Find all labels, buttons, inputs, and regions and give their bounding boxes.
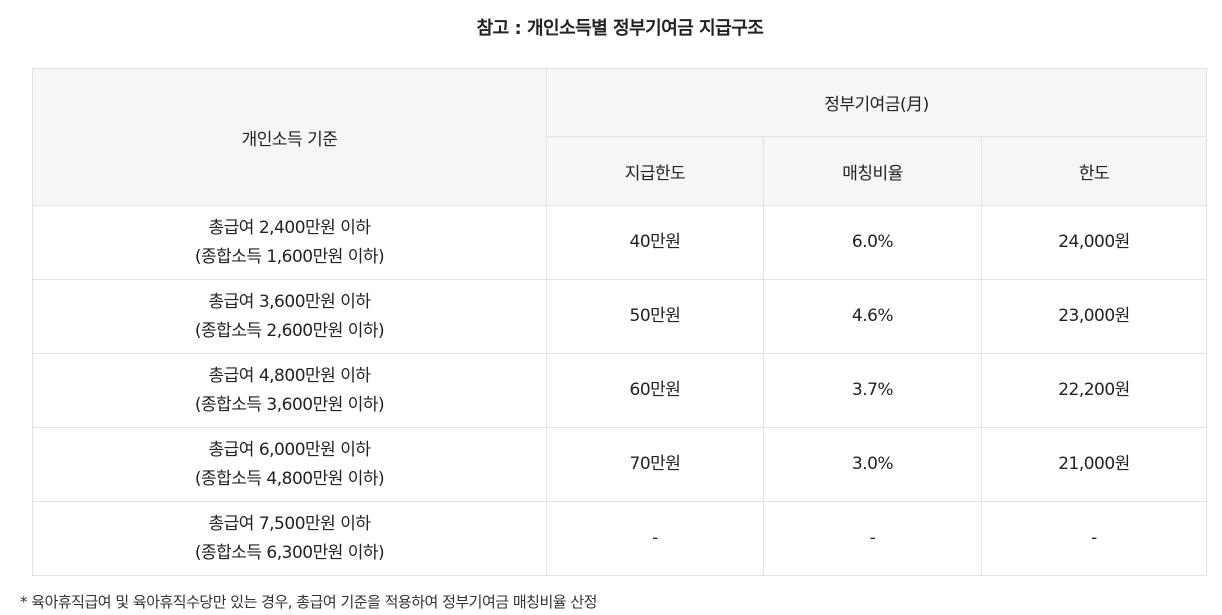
gross-salary-text: 총급여 6,000만원 이하 xyxy=(208,439,371,460)
matching-rate-cell: 4.6% xyxy=(763,279,982,354)
payment-limit-cell: - xyxy=(546,501,764,576)
cap-cell: 22,200원 xyxy=(981,353,1207,428)
table-row: 총급여 2,400만원 이하 (종합소득 1,600만원 이하) 40만원 6.… xyxy=(32,205,1207,280)
cap-cell: 23,000원 xyxy=(981,279,1207,354)
gross-salary-text: 총급여 3,600만원 이하 xyxy=(208,291,371,312)
contribution-table: 개인소득 기준 정부기여금(月) 지급한도 매칭비율 한도 총급여 2,400만… xyxy=(32,68,1207,576)
total-income-text: (종합소득 6,300만원 이하) xyxy=(194,542,385,563)
table-row: 총급여 6,000만원 이하 (종합소득 4,800만원 이하) 70만원 3.… xyxy=(32,427,1207,502)
payment-limit-cell: 50만원 xyxy=(546,279,764,354)
cap-cell: - xyxy=(981,501,1207,576)
income-criteria-header: 개인소득 기준 xyxy=(32,68,547,206)
matching-rate-cell: 3.7% xyxy=(763,353,982,428)
cap-header: 한도 xyxy=(981,136,1207,206)
table-row: 총급여 4,800만원 이하 (종합소득 3,600만원 이하) 60만원 3.… xyxy=(32,353,1207,428)
matching-rate-cell: 3.0% xyxy=(763,427,982,502)
page-title: 참고 : 개인소득별 정부기여금 지급구조 xyxy=(476,18,764,39)
matching-rate-header: 매칭비율 xyxy=(763,136,982,206)
income-cell: 총급여 4,800만원 이하 (종합소득 3,600만원 이하) xyxy=(32,353,547,428)
table-subheader-row: 지급한도 매칭비율 한도 xyxy=(33,136,1207,206)
cap-cell: 24,000원 xyxy=(981,205,1207,280)
footnote: * 육아휴직급여 및 육아휴직수당만 있는 경우, 총급여 기준을 적용하여 정… xyxy=(20,593,597,611)
cap-cell: 21,000원 xyxy=(981,427,1207,502)
total-income-text: (종합소득 3,600만원 이하) xyxy=(194,394,385,415)
matching-rate-cell: - xyxy=(763,501,982,576)
table-header-row: 개인소득 기준 정부기여금(月) xyxy=(32,68,1207,206)
gross-salary-text: 총급여 2,400만원 이하 xyxy=(208,217,371,238)
income-cell: 총급여 3,600만원 이하 (종합소득 2,600만원 이하) xyxy=(32,279,547,354)
matching-rate-cell: 6.0% xyxy=(763,205,982,280)
total-income-text: (종합소득 1,600만원 이하) xyxy=(194,246,385,267)
payment-limit-cell: 40만원 xyxy=(546,205,764,280)
payment-limit-cell: 60만원 xyxy=(546,353,764,428)
table-row: 총급여 3,600만원 이하 (종합소득 2,600만원 이하) 50만원 4.… xyxy=(32,279,1207,354)
income-cell: 총급여 7,500만원 이하 (종합소득 6,300만원 이하) xyxy=(32,501,547,576)
table-row: 총급여 7,500만원 이하 (종합소득 6,300만원 이하) - - - xyxy=(32,501,1207,576)
payment-limit-cell: 70만원 xyxy=(546,427,764,502)
total-income-text: (종합소득 4,800만원 이하) xyxy=(194,468,385,489)
government-contribution-header: 정부기여금(月) xyxy=(546,68,1207,137)
gross-salary-text: 총급여 7,500만원 이하 xyxy=(208,513,371,534)
total-income-text: (종합소득 2,600만원 이하) xyxy=(194,320,385,341)
payment-limit-header: 지급한도 xyxy=(546,136,764,206)
income-cell: 총급여 2,400만원 이하 (종합소득 1,600만원 이하) xyxy=(32,205,547,280)
gross-salary-text: 총급여 4,800만원 이하 xyxy=(208,365,371,386)
income-cell: 총급여 6,000만원 이하 (종합소득 4,800만원 이하) xyxy=(32,427,547,502)
